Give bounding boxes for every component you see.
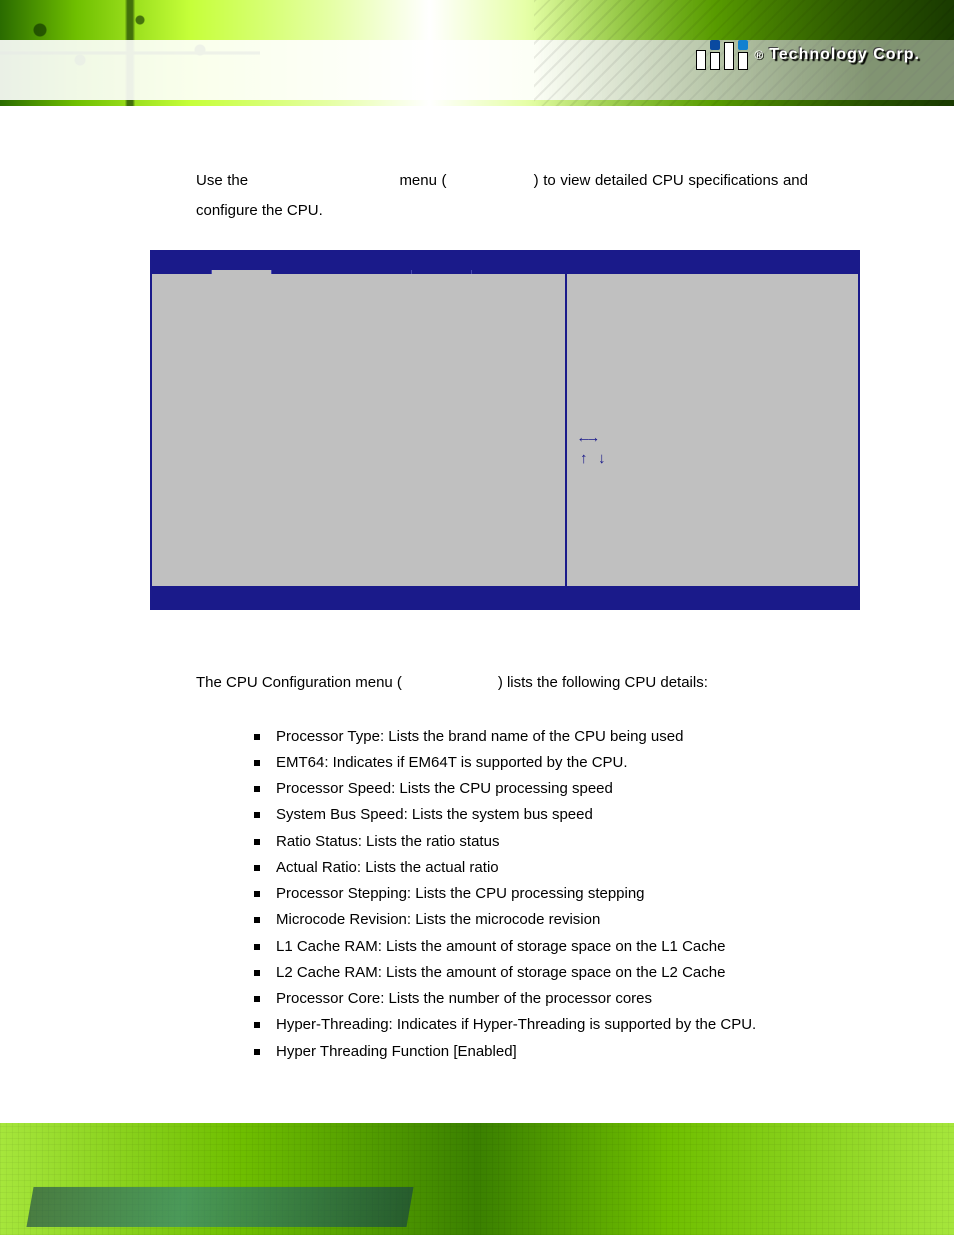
list-item: L2 Cache RAM: Lists the amount of storag… — [254, 960, 808, 986]
list-item: System Bus Speed: Lists the system bus s… — [254, 802, 808, 828]
intro-paragraph: Use the menu ( ) to view detailed CPU sp… — [196, 166, 808, 226]
after-post: ) lists the following CPU details: — [498, 674, 708, 691]
after-ref — [406, 674, 494, 691]
nav-arrow-lr-icon: ←→ — [579, 428, 846, 449]
page-content: Use the menu ( ) to view detailed CPU sp… — [150, 150, 854, 1065]
bios-left-panel — [152, 274, 567, 586]
intro-mid: menu ( — [399, 172, 451, 189]
nav-arrow-ud-icon: ↑ ↓ — [579, 449, 846, 470]
intro-menu-name — [253, 172, 395, 189]
bios-screenshot: ←→ ↑ ↓ — [150, 250, 860, 610]
cpu-detail-list: Processor Type: Lists the brand name of … — [254, 724, 808, 1065]
bios-footer-bar — [152, 586, 858, 608]
list-item: Microcode Revision: Lists the microcode … — [254, 907, 808, 933]
registered-symbol: ® — [754, 48, 763, 62]
intro-pre: Use the — [196, 172, 253, 189]
bios-help-panel: ←→ ↑ ↓ — [567, 274, 858, 586]
list-item: Actual Ratio: Lists the actual ratio — [254, 855, 808, 881]
list-item: Hyper Threading Function [Enabled] — [254, 1039, 808, 1065]
list-item: Hyper-Threading: Indicates if Hyper-Thre… — [254, 1012, 808, 1038]
after-bios-section: The CPU Configuration menu ( ) lists the… — [196, 670, 808, 1065]
after-pre: The CPU Configuration menu ( — [196, 674, 406, 691]
footer-decorative-band — [0, 1123, 954, 1235]
list-item: L1 Cache RAM: Lists the amount of storag… — [254, 934, 808, 960]
intro-ref — [451, 172, 529, 189]
list-item: EMT64: Indicates if EM64T is supported b… — [254, 750, 808, 776]
list-item: Processor Speed: Lists the CPU processin… — [254, 776, 808, 802]
brand-text: Technology Corp. — [769, 46, 920, 64]
list-item: Processor Core: Lists the number of the … — [254, 986, 808, 1012]
bios-title-bar — [152, 252, 858, 270]
brand-logo-block: ® Technology Corp. — [696, 40, 920, 70]
bios-nav-keys: ←→ ↑ ↓ — [579, 428, 846, 470]
iei-logo-icon — [696, 40, 748, 70]
bios-body: ←→ ↑ ↓ — [152, 274, 858, 586]
list-item: Ratio Status: Lists the ratio status — [254, 829, 808, 855]
list-item: Processor Type: Lists the brand name of … — [254, 724, 808, 750]
list-item: Processor Stepping: Lists the CPU proces… — [254, 881, 808, 907]
after-intro-line: The CPU Configuration menu ( ) lists the… — [196, 670, 808, 696]
